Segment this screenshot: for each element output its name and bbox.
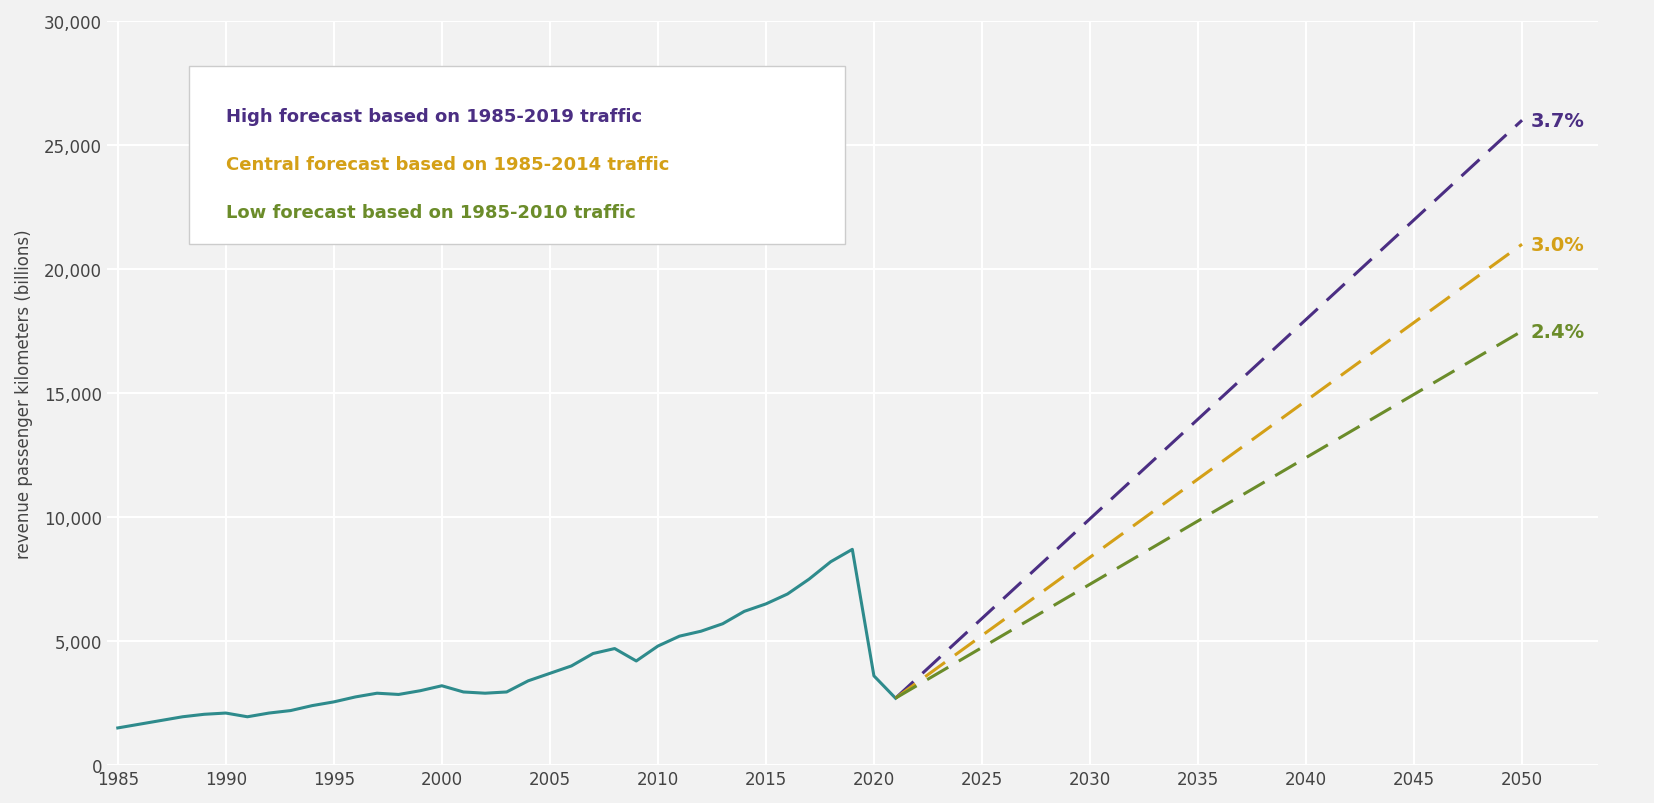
Y-axis label: revenue passenger kilometers (billions): revenue passenger kilometers (billions) xyxy=(15,229,33,558)
Text: 3.0%: 3.0% xyxy=(1530,235,1585,255)
Text: High forecast based on 1985-2019 traffic: High forecast based on 1985-2019 traffic xyxy=(227,108,642,125)
Text: Low forecast based on 1985-2010 traffic: Low forecast based on 1985-2010 traffic xyxy=(227,204,637,222)
FancyBboxPatch shape xyxy=(189,67,845,245)
Text: 3.7%: 3.7% xyxy=(1530,112,1585,131)
Text: 2.4%: 2.4% xyxy=(1530,322,1585,341)
Text: Central forecast based on 1985-2014 traffic: Central forecast based on 1985-2014 traf… xyxy=(227,156,670,173)
